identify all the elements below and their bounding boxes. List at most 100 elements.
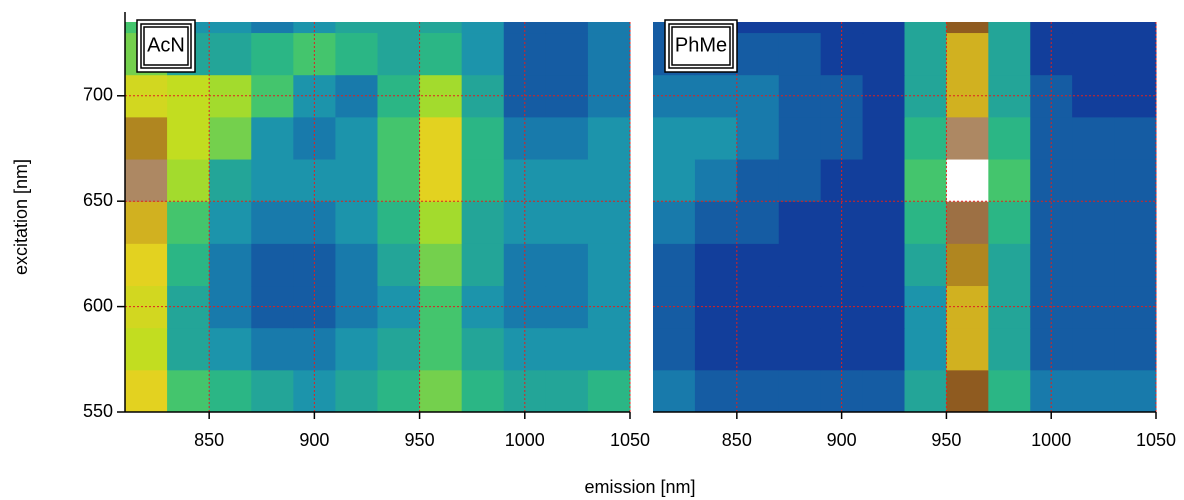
heatmap-cell	[988, 32, 1031, 76]
heatmap-cell	[377, 369, 421, 413]
y-tick-label: 600	[83, 295, 113, 315]
heatmap-cell	[419, 369, 463, 413]
heatmap-cell	[653, 159, 696, 202]
heatmap-cell	[946, 243, 989, 287]
heatmap-cell	[377, 32, 421, 76]
heatmap-cell	[587, 201, 631, 244]
x-tick-label: 1050	[610, 430, 650, 450]
heatmap-cell	[461, 159, 505, 202]
heatmap-cell	[694, 201, 738, 244]
heatmap-cell	[251, 32, 294, 76]
y-tick-label: 650	[83, 190, 113, 210]
heatmap-cell	[209, 32, 252, 76]
heatmap-cell	[377, 22, 421, 34]
heatmap-cell	[904, 32, 947, 76]
heatmap-cell	[377, 116, 421, 160]
x-tick-label: 1000	[505, 430, 545, 450]
heatmap-cell	[1072, 327, 1115, 371]
heatmap-cell	[335, 22, 378, 34]
annotation-box	[136, 19, 196, 73]
x-tick-label: 900	[827, 430, 857, 450]
heatmap-cell	[461, 243, 505, 287]
heatmap-cell	[167, 327, 210, 371]
heatmap-cell	[125, 116, 168, 160]
heatmap-cell	[545, 116, 589, 160]
heatmap-cell	[988, 116, 1031, 160]
heatmap-cell	[1072, 369, 1115, 413]
heatmap-cell	[778, 327, 822, 371]
heatmap-cell	[251, 327, 294, 371]
heatmap-cell	[1114, 243, 1157, 287]
y-tick-label: 700	[83, 85, 113, 105]
heatmap-cell	[862, 116, 905, 160]
heatmap-cell	[209, 243, 252, 287]
heatmap-cell	[862, 159, 905, 202]
x-tick-label: 850	[194, 430, 224, 450]
heatmap-cell	[778, 159, 822, 202]
heatmap-cell	[587, 32, 631, 76]
heatmap-cell	[1114, 201, 1157, 244]
heatmap-cell	[125, 327, 168, 371]
panel-label: PhMe	[675, 34, 727, 56]
heatmap-cell	[694, 116, 738, 160]
heatmap-cell	[419, 201, 463, 244]
heatmap-cell	[988, 22, 1031, 34]
x-tick-label: 1050	[1136, 430, 1176, 450]
heatmap-cell	[736, 116, 780, 160]
heatmap-cell	[251, 369, 294, 413]
heatmap-cell	[946, 159, 989, 202]
heatmap-cell	[209, 369, 252, 413]
heatmap-cell	[862, 22, 905, 34]
heatmap-cell	[946, 369, 989, 413]
heatmap-cell	[946, 116, 989, 160]
heatmap-cell	[653, 201, 696, 244]
heatmap-cell	[335, 369, 378, 413]
x-tick-label: 950	[931, 430, 961, 450]
heatmap-cell	[125, 201, 168, 244]
heatmap-cell	[736, 327, 780, 371]
heatmap-cell	[125, 369, 168, 413]
heatmap-cell	[736, 32, 780, 76]
heatmap-cell	[335, 116, 378, 160]
heatmap-cell	[1114, 327, 1157, 371]
heatmap-cell	[1114, 159, 1157, 202]
heatmap-cell	[778, 32, 822, 76]
annotation-box-inner	[671, 26, 731, 66]
heatmap-cell	[587, 327, 631, 371]
heatmap-cell	[988, 243, 1031, 287]
heatmap-cell	[904, 201, 947, 244]
heatmap-cell	[653, 116, 696, 160]
heatmap-cell	[988, 327, 1031, 371]
heatmap-cell	[904, 243, 947, 287]
heatmap-cell	[419, 159, 463, 202]
heatmap-cell	[335, 201, 378, 244]
heatmap-cell	[587, 116, 631, 160]
x-tick-label: 900	[299, 430, 329, 450]
x-tick-label: 850	[722, 430, 752, 450]
heatmap-cell	[1072, 22, 1115, 34]
heatmap-cell	[736, 22, 780, 34]
heatmap-cell	[377, 159, 421, 202]
heatmap-cell	[545, 201, 589, 244]
heatmap-cell	[694, 243, 738, 287]
heatmap-cell	[1114, 32, 1157, 76]
heatmap-cell	[778, 22, 822, 34]
heatmap-cell	[125, 159, 168, 202]
heatmap-cell	[335, 32, 378, 76]
heatmap-cell	[1072, 159, 1115, 202]
annotation-box	[664, 19, 738, 73]
heatmap-cell	[587, 159, 631, 202]
heatmap-cell	[1114, 369, 1157, 413]
heatmap-cell	[904, 116, 947, 160]
heatmap-cell	[461, 201, 505, 244]
heatmap-cell	[461, 116, 505, 160]
x-axis-label: emission [nm]	[584, 477, 695, 497]
heatmap-cell	[461, 327, 505, 371]
heatmap-cell	[862, 201, 905, 244]
heatmap-cell	[1072, 243, 1115, 287]
x-tick-label: 950	[405, 430, 435, 450]
heatmap-cell	[988, 201, 1031, 244]
heatmap-cell	[461, 32, 505, 76]
heatmap-cell	[904, 369, 947, 413]
heatmap-cell	[335, 243, 378, 287]
